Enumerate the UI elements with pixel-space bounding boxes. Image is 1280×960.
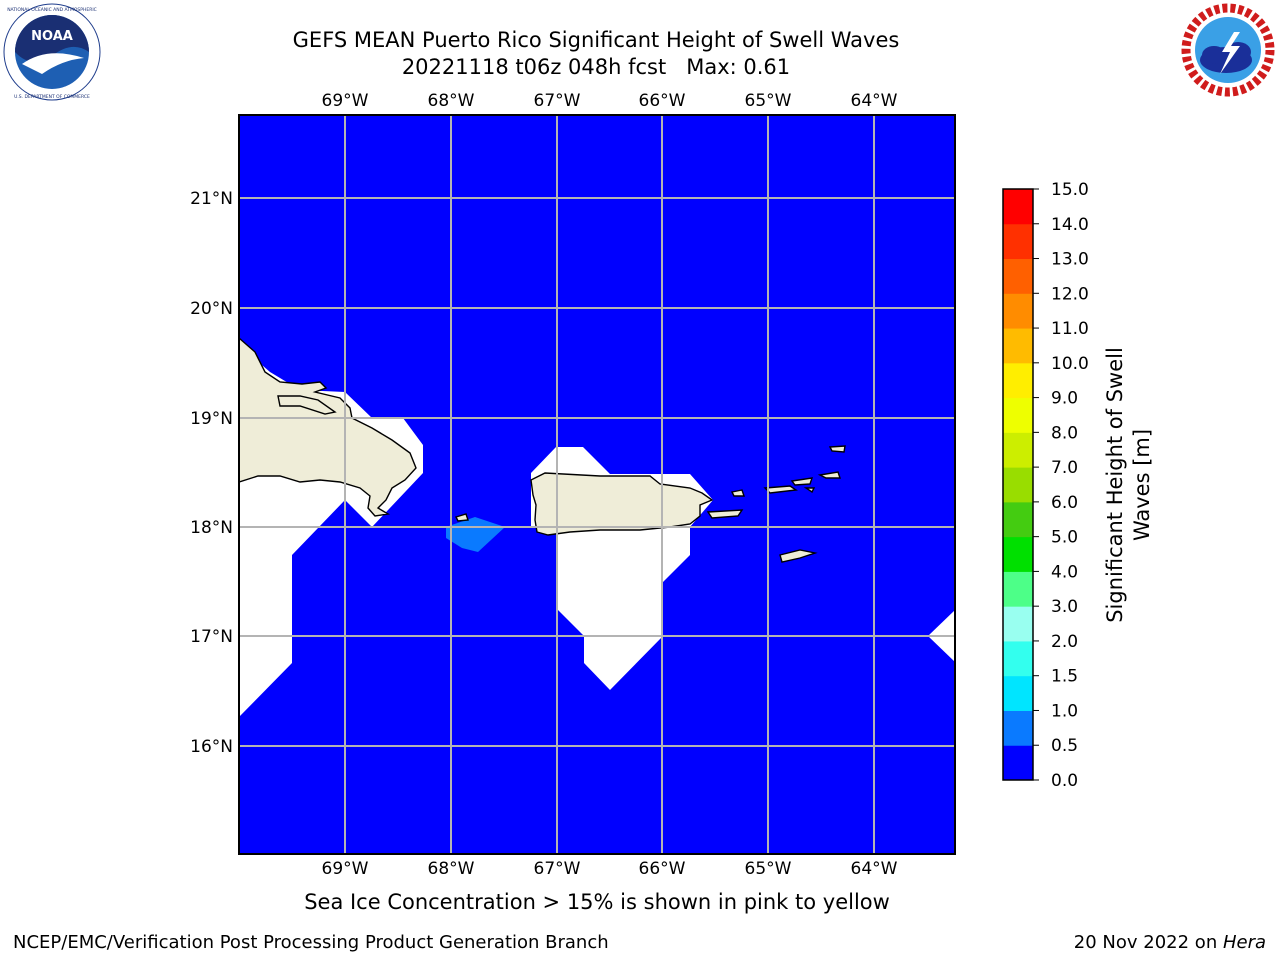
footer-date-text: 20 Nov 2022 on (1073, 932, 1223, 953)
lon-label-bottom: 69°W (322, 859, 369, 879)
noaa-logo: NOAA NATIONAL OCEANIC AND ATMOSPHERIC U.… (2, 2, 102, 102)
colorbar-swatch (1003, 432, 1033, 468)
lon-label-bottom: 66°W (639, 859, 686, 879)
colorbar-swatch (1003, 397, 1033, 433)
colorbar-label-line2: Waves [m] (1130, 429, 1154, 541)
footer-branch: NCEP/EMC/Verification Post Processing Pr… (13, 932, 609, 953)
lat-label-right: 18°N (959, 518, 960, 538)
footer-date: 20 Nov 2022 on Hera (1074, 932, 1266, 953)
lat-label-right: 17°N (959, 627, 960, 647)
colorbar-tick-label: 15.0 (1051, 180, 1089, 200)
colorbar-tick-label: 10.0 (1051, 354, 1089, 374)
colorbar-swatch (1003, 293, 1033, 329)
svg-text:U.S. DEPARTMENT OF COMMERCE: U.S. DEPARTMENT OF COMMERCE (14, 94, 90, 100)
forecast-map: 69°W 68°W 67°W 66°W 65°W 64°W 69°W 68°W … (0, 80, 1002, 880)
colorbar-swatch (1003, 189, 1033, 225)
colorbar-tick-label: 4.0 (1051, 562, 1078, 582)
hispaniola (238, 336, 417, 517)
colorbar-swatch (1003, 675, 1033, 711)
sea-ice-caption: Sea Ice Concentration > 15% is shown in … (304, 890, 890, 914)
lon-label-bottom: 65°W (745, 859, 792, 879)
colorbar-tick-label: 5.0 (1051, 528, 1078, 548)
colorbar-tick-label: 13.0 (1051, 250, 1089, 270)
lat-label-right: 21°N (959, 189, 960, 209)
lat-label-left: 16°N (190, 737, 233, 757)
colorbar-tick-label: 14.0 (1051, 215, 1089, 235)
lon-label-top: 67°W (534, 91, 581, 111)
lat-label-left: 17°N (190, 627, 233, 647)
colorbar-tick-label: 1.0 (1051, 701, 1078, 721)
colorbar-tick-label: 2.0 (1051, 632, 1078, 652)
colorbar-swatch (1003, 328, 1033, 364)
colorbar-tick-label: 12.0 (1051, 284, 1089, 304)
lon-label-top: 69°W (322, 91, 369, 111)
land-masses (238, 336, 846, 563)
colorbar-swatch (1003, 467, 1033, 503)
lon-label-bottom: 68°W (428, 859, 475, 879)
lon-label-top: 68°W (428, 91, 475, 111)
map-subtitle: 20221118 t06z 048h fcst Max: 0.61 (401, 55, 791, 79)
lon-label-bottom: 67°W (534, 859, 581, 879)
colorbar-swatch (1003, 745, 1033, 781)
lon-label-bottom: 64°W (851, 859, 898, 879)
graticule (239, 115, 955, 854)
colorbar-tick-label: 0.5 (1051, 736, 1078, 756)
colorbar: 0.0 0.5 1.0 1.5 2.0 3.0 4.0 5.0 6.0 7.0 8.0 9.0 10.0… (990, 180, 1190, 800)
colorbar-tick-label: 8.0 (1051, 423, 1078, 443)
lat-label-left: 21°N (190, 189, 233, 209)
colorbar-swatch (1003, 258, 1033, 294)
puerto-rico (530, 472, 714, 536)
map-frame (238, 114, 956, 855)
lat-label-right: 16°N (959, 737, 960, 757)
lon-label-top: 65°W (745, 91, 792, 111)
national-weather-service-logo (1178, 0, 1278, 100)
lat-label-left: 18°N (190, 518, 233, 538)
svg-text:NATIONAL OCEANIC AND ATMOSPHER: NATIONAL OCEANIC AND ATMOSPHERIC (7, 7, 97, 13)
colorbar-tick-label: 1.5 (1051, 667, 1078, 687)
map-title: GEFS MEAN Puerto Rico Significant Height… (292, 28, 900, 52)
colorbar-tick-label: 11.0 (1051, 319, 1089, 339)
colorbar-swatch (1003, 536, 1033, 572)
colorbar-label-line1: Significant Height of Swell (1103, 347, 1127, 623)
lat-label-left: 20°N (190, 299, 233, 319)
footer-host: Hera (1222, 932, 1266, 953)
swell-patch (446, 517, 505, 552)
colorbar-tick-label: 0.0 (1051, 771, 1078, 791)
colorbar-tick-label: 9.0 (1051, 389, 1078, 409)
lat-label-right: 20°N (959, 299, 960, 319)
colorbar-label: Significant Height of Swell Waves [m] (1100, 180, 1160, 780)
colorbar-swatch (1003, 640, 1033, 677)
colorbar-swatch (1003, 606, 1033, 642)
colorbar-swatch (1003, 362, 1033, 399)
lon-label-top: 64°W (851, 91, 898, 111)
lat-label-left: 19°N (190, 409, 233, 429)
lon-label-top: 66°W (639, 91, 686, 111)
colorbar-swatch (1003, 710, 1033, 746)
colorbar-tick-label: 7.0 (1051, 458, 1078, 478)
colorbar-tick-label: 6.0 (1051, 493, 1078, 513)
colorbar-frame (1002, 188, 1034, 781)
colorbar-swatch (1003, 501, 1033, 538)
colorbar-swatch (1003, 223, 1033, 260)
colorbar-tick-label: 3.0 (1051, 597, 1078, 617)
lat-label-right: 19°N (959, 409, 960, 429)
svg-text:NOAA: NOAA (31, 29, 73, 44)
colorbar-swatch (1003, 571, 1033, 607)
